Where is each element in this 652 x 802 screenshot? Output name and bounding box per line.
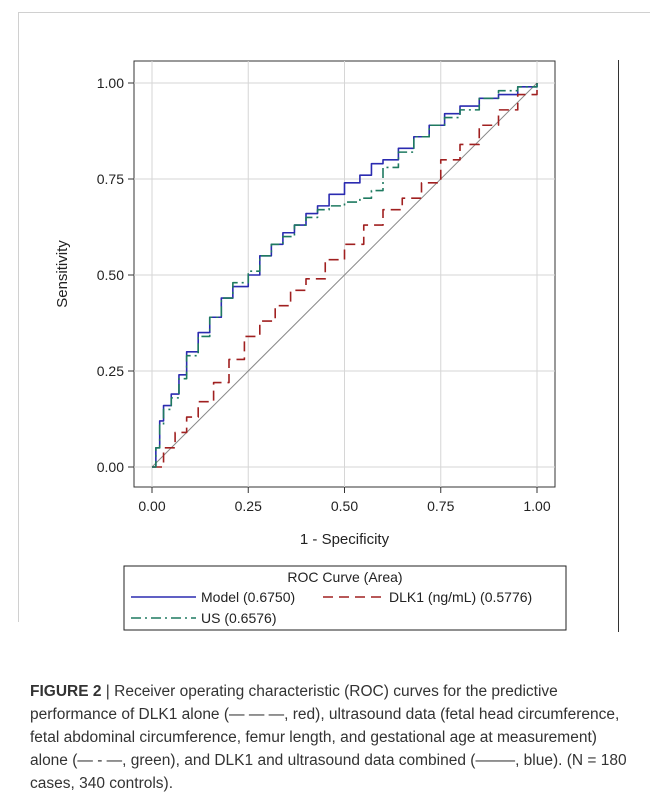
x-tick-label: 0.75 [427, 498, 454, 514]
panel-divider [618, 60, 619, 632]
x-axis: 0.00 0.25 0.50 0.75 1.00 [138, 487, 551, 514]
x-tick-label: 0.25 [235, 498, 262, 514]
figure-caption: FIGURE 2 | Receiver operating characteri… [30, 680, 630, 795]
caption-text: Receiver operating characteristic (ROC) … [30, 683, 627, 792]
x-tick-label: 0.50 [331, 498, 358, 514]
figure-frame [18, 12, 650, 622]
diagonal-reference-line [151, 82, 538, 468]
y-axis-label: Sensitivity [54, 240, 71, 308]
series-line-dlk1 [152, 83, 538, 468]
y-axis: 0.00 0.25 0.50 0.75 1.00 [97, 75, 134, 475]
legend-box [123, 565, 567, 631]
roc-chart: 0.00 0.25 0.50 0.75 1.00 0.00 0.25 0.50 0.75 1.0… [54, 60, 567, 631]
x-tick-label: 1.00 [523, 498, 550, 514]
legend-label-us: US (0.6576) [201, 610, 276, 626]
legend-label-model: Model (0.6750) [201, 589, 295, 605]
x-tick-label: 0.00 [138, 498, 165, 514]
y-tick-label: 0.25 [97, 363, 124, 379]
legend: ROC Curve (Area) Model (0.6750) DLK1 (ng… [123, 565, 567, 631]
y-tick-label: 0.00 [97, 459, 124, 475]
x-axis-label: 1 - Specificity [300, 531, 390, 548]
reference-line [151, 82, 538, 468]
legend-label-dlk1: DLK1 (ng/mL) (0.5776) [389, 589, 532, 605]
series-line-us [152, 83, 538, 468]
figure-label: FIGURE 2 [30, 683, 102, 700]
y-tick-label: 0.75 [97, 171, 124, 187]
legend-title: ROC Curve (Area) [287, 569, 402, 585]
y-tick-label: 0.50 [97, 267, 124, 283]
series-group [152, 83, 538, 468]
caption-separator: | [101, 683, 115, 700]
y-tick-label: 1.00 [97, 75, 124, 91]
